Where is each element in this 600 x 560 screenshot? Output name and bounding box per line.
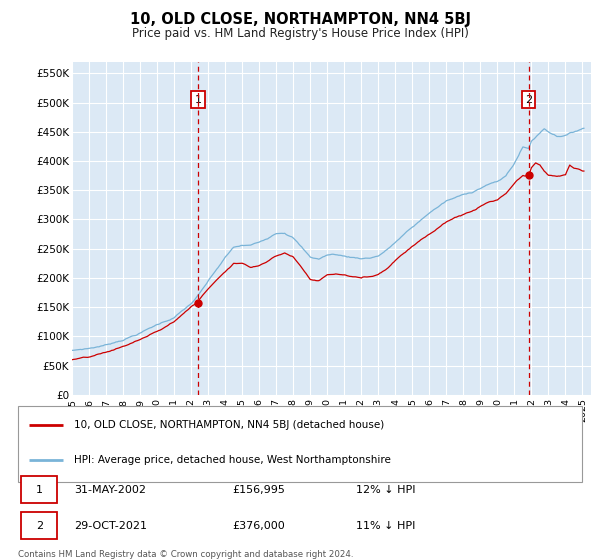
Text: Price paid vs. HM Land Registry's House Price Index (HPI): Price paid vs. HM Land Registry's House … <box>131 27 469 40</box>
Text: 11% ↓ HPI: 11% ↓ HPI <box>356 521 416 531</box>
Text: 1: 1 <box>194 95 202 105</box>
Text: £156,995: £156,995 <box>232 484 285 494</box>
Text: 12% ↓ HPI: 12% ↓ HPI <box>356 484 416 494</box>
Text: 10, OLD CLOSE, NORTHAMPTON, NN4 5BJ (detached house): 10, OLD CLOSE, NORTHAMPTON, NN4 5BJ (det… <box>74 420 385 430</box>
Text: 10, OLD CLOSE, NORTHAMPTON, NN4 5BJ: 10, OLD CLOSE, NORTHAMPTON, NN4 5BJ <box>130 12 470 27</box>
Text: 29-OCT-2021: 29-OCT-2021 <box>74 521 148 531</box>
FancyBboxPatch shape <box>21 512 58 539</box>
Text: £376,000: £376,000 <box>232 521 285 531</box>
Text: Contains HM Land Registry data © Crown copyright and database right 2024.
This d: Contains HM Land Registry data © Crown c… <box>18 550 353 560</box>
Text: HPI: Average price, detached house, West Northamptonshire: HPI: Average price, detached house, West… <box>74 455 391 465</box>
Text: 1: 1 <box>36 484 43 494</box>
Text: 31-MAY-2002: 31-MAY-2002 <box>74 484 146 494</box>
Text: 2: 2 <box>36 521 43 531</box>
Text: 2: 2 <box>525 95 532 105</box>
FancyBboxPatch shape <box>18 406 582 482</box>
FancyBboxPatch shape <box>21 476 58 503</box>
